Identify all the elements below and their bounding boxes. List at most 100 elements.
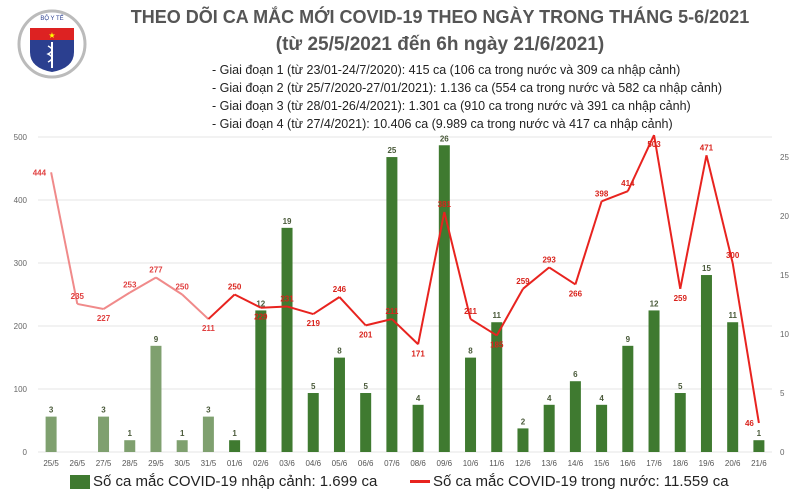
bar-data-label: 1 [180,429,185,438]
x-axis-tick-label: 27/5 [96,459,112,468]
bar-data-label: 5 [311,382,316,391]
line-data-label: 414 [621,179,635,188]
line-data-label: 381 [438,200,452,209]
line-domestic-segment [129,276,157,294]
line-domestic-segment [626,134,655,192]
x-axis-tick-label: 04/6 [305,459,321,468]
line-domestic-segment [312,296,341,315]
left-axis-tick-label: 300 [14,259,28,268]
bar-imported [648,310,660,452]
line-data-label: 444 [33,168,47,177]
bar-data-label: 19 [283,217,292,226]
line-data-label: 201 [359,330,373,339]
bar-data-label: 5 [678,382,683,391]
line-data-label: 246 [333,285,347,294]
x-axis-tick-label: 16/6 [620,459,636,468]
line-data-label: 211 [202,324,215,333]
line-domestic-segment [522,266,550,290]
line-domestic-segment [77,302,104,310]
line-domestic-segment [365,318,393,327]
x-axis-tick-label: 11/6 [489,459,505,468]
bar-data-label: 12 [650,299,659,308]
x-axis-tick-label: 30/5 [174,459,190,468]
bar-data-label: 4 [547,394,552,403]
x-axis-tick-label: 02/6 [253,459,269,468]
bar-data-label: 9 [154,335,159,344]
bar-imported [727,322,739,452]
x-axis-tick-label: 25/5 [43,459,59,468]
bar-imported [150,345,162,452]
x-axis-tick-label: 31/5 [201,459,217,468]
line-domestic-segment [443,211,472,320]
x-axis-tick-label: 06/6 [358,459,374,468]
line-data-label: 259 [516,277,530,286]
bar-imported [176,440,188,452]
phase-1-summary: - Giai đoạn 1 (từ 23/01-24/7/2020): 415 … [212,63,681,77]
line-data-label: 171 [411,349,425,358]
line-data-label: 266 [569,289,583,298]
bar-imported [98,416,110,452]
bar-imported [517,428,529,452]
left-axis-tick-label: 100 [14,385,28,394]
bar-imported [700,275,712,452]
bar-imported [360,393,372,452]
line-data-label: 235 [71,292,85,301]
bar-data-label: 8 [468,347,473,356]
line-data-label: 503 [647,140,661,149]
line-domestic-segment [234,293,262,309]
bar-data-label: 1 [128,429,133,438]
right-axis-tick-label: 15 [780,271,789,280]
line-domestic-segment [417,211,446,345]
bar-imported [202,416,214,452]
legend-domestic: Số ca mắc COVID-19 trong nước: 11.559 ca [410,473,729,490]
x-axis-tick-label: 07/6 [384,459,400,468]
svg-text:★: ★ [48,31,55,40]
bar-data-label: 11 [493,311,502,320]
bar-data-label: 11 [728,311,737,320]
x-axis-tick-label: 19/6 [699,459,715,468]
ministry-of-health-logo: ★ BỘ Y TẾ [16,8,88,85]
line-data-label: 219 [307,319,321,328]
line-data-label: 250 [175,283,189,292]
legend-line-swatch [410,480,430,483]
x-axis-tick-label: 18/6 [672,459,688,468]
legend-domestic-label: Số ca mắc COVID-19 trong nước: 11.559 ca [433,473,729,490]
bar-imported [229,440,241,452]
x-axis-tick-label: 13/6 [541,459,557,468]
bar-imported [412,404,424,452]
line-data-label: 46 [745,419,754,428]
x-axis-tick-label: 09/6 [437,459,453,468]
x-axis-tick-label: 14/6 [568,459,584,468]
legend-imported-label: Số ca mắc COVID-19 nhập cảnh: 1.699 ca [93,473,378,490]
line-data-label: 250 [228,283,242,292]
phase-summary-list: - Giai đoạn 1 (từ 23/01-24/7/2020): 415 … [212,61,722,133]
line-data-label: 211 [464,307,477,316]
chart-title: THEO DÕI CA MẮC MỚI COVID-19 THEO NGÀY T… [130,7,750,27]
bar-data-label: 15 [702,264,711,273]
line-data-label: 211 [385,307,398,316]
x-axis-tick-label: 29/5 [148,459,164,468]
bar-data-label: 26 [440,134,449,143]
line-domestic-segment [207,293,236,320]
bar-data-label: 4 [416,394,421,403]
legend-imported: Số ca mắc COVID-19 nhập cảnh: 1.699 ca [70,473,377,490]
bar-imported [386,157,398,452]
line-data-label: 293 [542,255,556,264]
line-data-label: 185 [490,340,504,349]
left-axis-tick-label: 0 [23,448,28,457]
bar-imported [622,345,634,452]
right-axis-tick-label: 0 [780,448,785,457]
x-axis-tick-label: 12/6 [515,459,531,468]
bar-imported [569,381,581,452]
bar-imported [753,440,765,452]
bar-data-label: 3 [49,406,54,415]
line-domestic-segment [653,134,682,289]
bar-data-label: 2 [521,417,526,426]
line-domestic-segment [50,172,79,305]
line-data-label: 253 [123,281,137,290]
line-data-label: 300 [726,251,740,260]
line-domestic-segment [391,318,419,345]
bar-data-label: 1 [757,429,762,438]
line-domestic-segment [548,266,576,286]
x-axis-tick-label: 28/5 [122,459,138,468]
